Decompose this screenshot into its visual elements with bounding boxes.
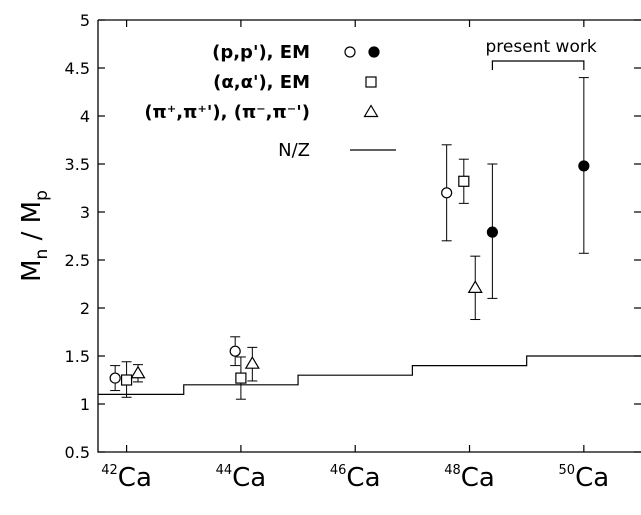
y-tick-label: 5 (80, 11, 90, 30)
x-tick-label: 42Ca (101, 463, 152, 493)
nz-step-layer (98, 355, 641, 395)
y-tick-label: 2.5 (65, 251, 90, 270)
x-tick-element: Ca (232, 463, 266, 493)
x-tick-label: 44Ca (216, 463, 267, 493)
y-tick-label: 1.5 (65, 347, 90, 366)
y-axis-label: Mn / Mp (17, 190, 52, 282)
legend-marker (368, 46, 380, 58)
x-tick-element: Ca (461, 463, 495, 493)
y-tick-label: 3 (80, 203, 90, 222)
data-point-square-open (458, 175, 470, 187)
y-tick-label: 4.5 (65, 59, 90, 78)
data-point-triangle-open (130, 365, 146, 379)
data-point-square-open (235, 372, 247, 384)
legend-marker (363, 104, 379, 118)
legend-marker (344, 46, 356, 58)
data-point-square-open (120, 374, 133, 386)
y-label-sub-n: n (32, 249, 52, 260)
x-tick-mass-number: 46 (330, 463, 347, 478)
x-tick-label: 46Ca (330, 463, 381, 493)
legend-label: N/Z (278, 140, 310, 161)
x-tick-mass-number: 48 (444, 463, 461, 478)
y-label-sep: / (17, 223, 47, 248)
legend-label: (p,p'), EM (212, 42, 310, 63)
legend-layer: (p,p'), EM (α,α'), EM (π⁺,π⁺'), (π⁻,π⁻') N/… (144, 42, 396, 161)
present-work-label: present work (486, 37, 597, 57)
x-tick-mass-number: 50 (559, 463, 576, 478)
y-label-main: M (17, 259, 47, 281)
data-point-circle-open (229, 345, 241, 357)
data-point-circle-open (441, 187, 453, 199)
data-point-triangle-open (244, 356, 260, 369)
x-tick-element: Ca (118, 463, 152, 493)
data-point-triangle-open (467, 280, 483, 293)
y-tick-label: 3.5 (65, 155, 90, 174)
legend-label: (π⁺,π⁺'), (π⁻,π⁻') (144, 102, 310, 123)
y-tick-label: 1 (80, 395, 90, 414)
x-tick-element: Ca (575, 463, 609, 493)
x-tick-mass-number: 44 (216, 463, 233, 478)
y-tick-label: 2 (80, 299, 90, 318)
x-tick-label: 50Ca (559, 463, 610, 493)
x-tick-label: 48Ca (444, 463, 495, 493)
present-work-bracket (491, 60, 585, 70)
y-tick-label: 4 (80, 107, 90, 126)
data-point-circle-filled (486, 226, 498, 238)
data-point-circle-open (109, 372, 121, 384)
legend-marker (365, 76, 377, 88)
x-tick-element: Ca (346, 463, 380, 493)
legend-label: (α,α'), EM (213, 72, 310, 93)
y-label-main-2: M (17, 201, 47, 223)
x-tick-mass-number: 42 (101, 463, 118, 478)
data-point-circle-filled (578, 160, 590, 172)
data-points-layer (109, 77, 590, 400)
annotation-layer: present work (486, 37, 597, 70)
y-tick-label: 0.5 (65, 443, 90, 462)
nz-step-line (98, 355, 641, 395)
y-label-sub-p: p (32, 190, 52, 201)
